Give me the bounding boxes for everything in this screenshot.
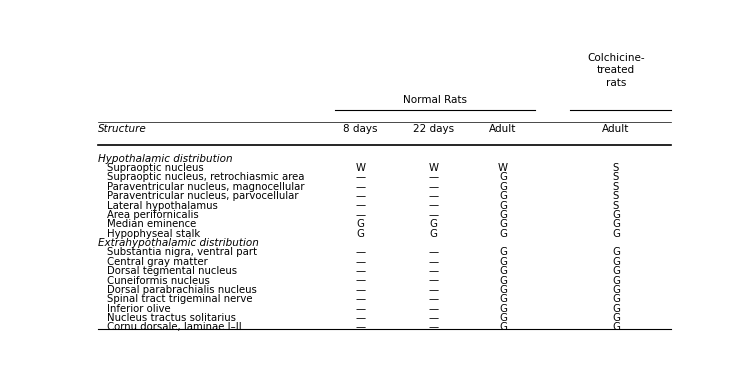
Text: G: G (429, 229, 437, 239)
Text: —: — (356, 276, 366, 286)
Text: Area perifornicalis: Area perifornicalis (107, 210, 198, 220)
Text: Structure: Structure (98, 124, 147, 134)
Text: G: G (612, 257, 620, 267)
Text: —: — (428, 304, 438, 314)
Text: G: G (612, 210, 620, 220)
Text: Lateral hypothalamus: Lateral hypothalamus (107, 201, 218, 211)
Text: —: — (356, 201, 366, 211)
Text: Paraventricular nucleus, magnocellular: Paraventricular nucleus, magnocellular (107, 182, 305, 192)
Text: G: G (499, 248, 507, 258)
Text: Normal Rats: Normal Rats (403, 96, 467, 106)
Text: —: — (428, 276, 438, 286)
Text: —: — (356, 313, 366, 323)
Text: W: W (428, 163, 438, 173)
Text: Substantia nigra, ventral part: Substantia nigra, ventral part (107, 248, 257, 258)
Text: —: — (356, 285, 366, 295)
Text: G: G (499, 313, 507, 323)
Text: —: — (428, 257, 438, 267)
Text: Nucleus tractus solitarius: Nucleus tractus solitarius (107, 313, 236, 323)
Text: Central gray matter: Central gray matter (107, 257, 207, 267)
Text: —: — (356, 172, 366, 182)
Text: —: — (356, 182, 366, 192)
Text: Adult: Adult (602, 124, 630, 134)
Text: G: G (499, 229, 507, 239)
Text: G: G (357, 219, 365, 229)
Text: —: — (428, 323, 438, 332)
Text: Dorsal tegmental nucleus: Dorsal tegmental nucleus (107, 266, 237, 276)
Text: G: G (612, 304, 620, 314)
Text: —: — (428, 285, 438, 295)
Text: Inferior olive: Inferior olive (107, 304, 171, 314)
Text: G: G (499, 285, 507, 295)
Text: G: G (612, 323, 620, 332)
Text: G: G (499, 266, 507, 276)
Text: S: S (613, 172, 619, 182)
Text: —: — (428, 266, 438, 276)
Text: —: — (356, 248, 366, 258)
Text: Adult: Adult (489, 124, 517, 134)
Text: —: — (356, 210, 366, 220)
Text: G: G (612, 266, 620, 276)
Text: Spinal tract trigeminal nerve: Spinal tract trigeminal nerve (107, 294, 252, 304)
Text: S: S (613, 163, 619, 173)
Text: S: S (613, 201, 619, 211)
Text: G: G (499, 172, 507, 182)
Text: G: G (499, 201, 507, 211)
Text: G: G (429, 219, 437, 229)
Text: Extrahypothalamic distribution: Extrahypothalamic distribution (98, 238, 259, 248)
Text: Cornu dorsale, laminae I–II: Cornu dorsale, laminae I–II (107, 323, 242, 332)
Text: G: G (499, 182, 507, 192)
Text: Supraoptic nucleus, retrochiasmic area: Supraoptic nucleus, retrochiasmic area (107, 172, 305, 182)
Text: Hypophyseal stalk: Hypophyseal stalk (107, 229, 200, 239)
Text: —: — (428, 210, 438, 220)
Text: —: — (356, 294, 366, 304)
Text: G: G (499, 294, 507, 304)
Text: —: — (428, 313, 438, 323)
Text: G: G (612, 294, 620, 304)
Text: —: — (356, 323, 366, 332)
Text: G: G (499, 257, 507, 267)
Text: S: S (613, 191, 619, 201)
Text: G: G (499, 219, 507, 229)
Text: Hypothalamic distribution: Hypothalamic distribution (98, 154, 233, 164)
Text: W: W (498, 163, 508, 173)
Text: G: G (499, 276, 507, 286)
Text: Median eminence: Median eminence (107, 219, 196, 229)
Text: —: — (428, 182, 438, 192)
Text: G: G (499, 304, 507, 314)
Text: G: G (499, 210, 507, 220)
Text: S: S (613, 182, 619, 192)
Text: G: G (612, 229, 620, 239)
Text: Cuneiformis nucleus: Cuneiformis nucleus (107, 276, 210, 286)
Text: W: W (356, 163, 366, 173)
Text: —: — (428, 201, 438, 211)
Text: —: — (356, 266, 366, 276)
Text: —: — (428, 248, 438, 258)
Text: —: — (356, 257, 366, 267)
Text: Dorsal parabrachialis nucleus: Dorsal parabrachialis nucleus (107, 285, 257, 295)
Text: —: — (428, 172, 438, 182)
Text: G: G (612, 285, 620, 295)
Text: G: G (612, 313, 620, 323)
Text: G: G (612, 276, 620, 286)
Text: —: — (428, 294, 438, 304)
Text: —: — (428, 191, 438, 201)
Text: G: G (499, 323, 507, 332)
Text: —: — (356, 191, 366, 201)
Text: —: — (356, 304, 366, 314)
Text: 8 days: 8 days (343, 124, 378, 134)
Text: Paraventricular nucleus, parvocellular: Paraventricular nucleus, parvocellular (107, 191, 298, 201)
Text: G: G (499, 191, 507, 201)
Text: G: G (612, 219, 620, 229)
Text: Colchicine-
treated
rats: Colchicine- treated rats (587, 53, 645, 87)
Text: Supraoptic nucleus: Supraoptic nucleus (107, 163, 204, 173)
Text: G: G (357, 229, 365, 239)
Text: G: G (612, 248, 620, 258)
Text: 22 days: 22 days (413, 124, 454, 134)
